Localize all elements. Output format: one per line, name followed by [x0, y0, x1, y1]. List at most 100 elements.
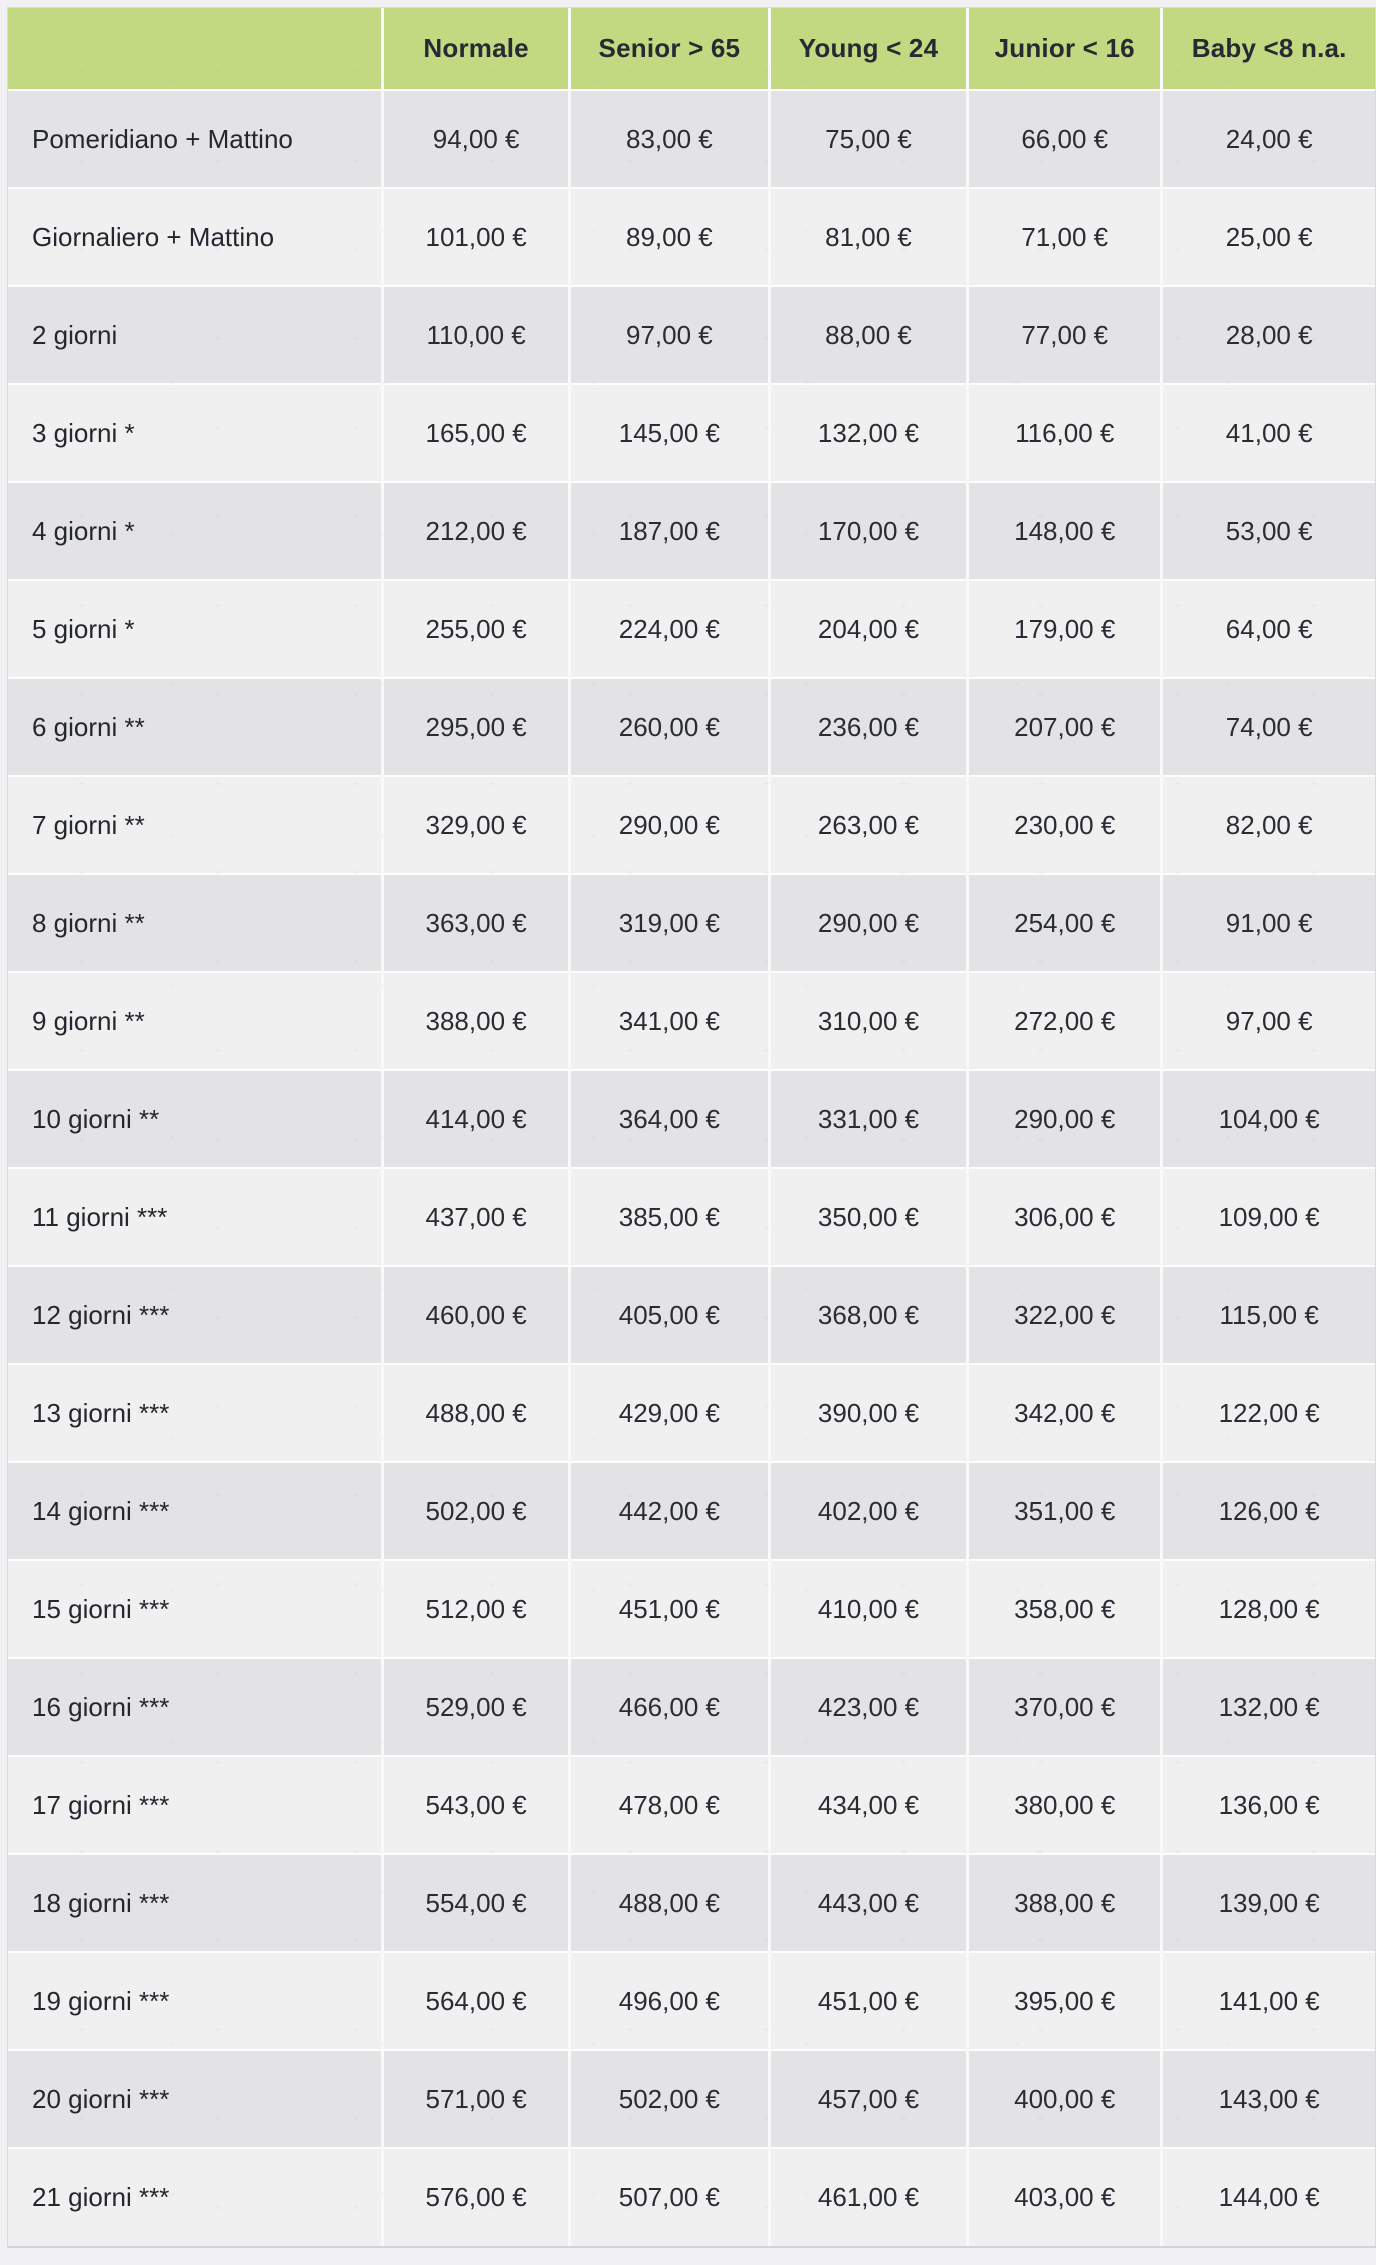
- price-cell: 451,00 €: [567, 1559, 770, 1658]
- table-row: Giornaliero + Mattino 101,00 €89,00 €81,0…: [8, 187, 1375, 286]
- row-label: 14 giorni ***: [8, 1461, 383, 1560]
- price-cell: 236,00 €: [767, 677, 968, 776]
- price-cell: 187,00 €: [567, 481, 770, 580]
- price-cell: 351,00 €: [966, 1461, 1162, 1560]
- price-cell: 88,00 €: [767, 285, 968, 384]
- price-cell: 24,00 €: [1160, 89, 1375, 188]
- price-cell: 368,00 €: [767, 1265, 968, 1364]
- price-cell: 507,00 €: [567, 2147, 770, 2246]
- price-cell: 97,00 €: [1160, 971, 1375, 1070]
- price-cell: 295,00 €: [381, 677, 570, 776]
- price-cell: 290,00 €: [966, 1069, 1162, 1168]
- table-row: 7 giorni ** 329,00 €290,00 €263,00 €230,0…: [8, 775, 1375, 874]
- price-cell: 260,00 €: [567, 677, 770, 776]
- price-cell: 466,00 €: [567, 1657, 770, 1756]
- price-cell: 110,00 €: [381, 285, 570, 384]
- row-label: 18 giorni ***: [8, 1853, 383, 1952]
- price-cell: 141,00 €: [1160, 1951, 1375, 2050]
- price-cell: 144,00 €: [1160, 2147, 1375, 2246]
- table-row: 4 giorni * 212,00 €187,00 €170,00 €148,00…: [8, 481, 1375, 580]
- price-cell: 290,00 €: [767, 873, 968, 972]
- row-label: Giornaliero + Mattino: [8, 187, 383, 286]
- table-row: 12 giorni *** 460,00 €405,00 €368,00 €322…: [8, 1265, 1375, 1364]
- price-cell: 28,00 €: [1160, 285, 1375, 384]
- price-cell: 457,00 €: [767, 2049, 968, 2148]
- price-cell: 128,00 €: [1160, 1559, 1375, 1658]
- price-table: Normale Senior > 65 Young < 24 Junior < 16 B…: [8, 8, 1375, 2246]
- price-cell: 122,00 €: [1160, 1363, 1375, 1462]
- price-cell: 74,00 €: [1160, 677, 1375, 776]
- price-cell: 165,00 €: [381, 383, 570, 482]
- price-cell: 66,00 €: [966, 89, 1162, 188]
- row-label: 17 giorni ***: [8, 1755, 383, 1854]
- price-cell: 564,00 €: [381, 1951, 570, 2050]
- table-row: 5 giorni * 255,00 €224,00 €204,00 €179,00…: [8, 579, 1375, 678]
- price-cell: 116,00 €: [966, 383, 1162, 482]
- price-cell: 502,00 €: [567, 2049, 770, 2148]
- column-header-young: Young < 24: [767, 8, 968, 90]
- price-cell: 148,00 €: [966, 481, 1162, 580]
- price-cell: 82,00 €: [1160, 775, 1375, 874]
- price-cell: 25,00 €: [1160, 187, 1375, 286]
- price-cell: 496,00 €: [567, 1951, 770, 2050]
- price-cell: 109,00 €: [1160, 1167, 1375, 1266]
- price-cell: 442,00 €: [567, 1461, 770, 1560]
- row-label: 10 giorni **: [8, 1069, 383, 1168]
- price-cell: 488,00 €: [381, 1363, 570, 1462]
- column-header-normale: Normale: [381, 8, 570, 90]
- price-cell: 461,00 €: [767, 2147, 968, 2246]
- price-cell: 89,00 €: [567, 187, 770, 286]
- row-label: 20 giorni ***: [8, 2049, 383, 2148]
- price-cell: 71,00 €: [966, 187, 1162, 286]
- price-cell: 512,00 €: [381, 1559, 570, 1658]
- price-cell: 460,00 €: [381, 1265, 570, 1364]
- price-cell: 132,00 €: [767, 383, 968, 482]
- price-cell: 132,00 €: [1160, 1657, 1375, 1756]
- price-cell: 254,00 €: [966, 873, 1162, 972]
- price-cell: 64,00 €: [1160, 579, 1375, 678]
- header-row: Normale Senior > 65 Young < 24 Junior < 16 B…: [8, 8, 1375, 90]
- price-cell: 126,00 €: [1160, 1461, 1375, 1560]
- price-cell: 331,00 €: [767, 1069, 968, 1168]
- row-label: 4 giorni *: [8, 481, 383, 580]
- price-cell: 290,00 €: [567, 775, 770, 874]
- price-cell: 451,00 €: [767, 1951, 968, 2050]
- price-cell: 319,00 €: [567, 873, 770, 972]
- price-cell: 104,00 €: [1160, 1069, 1375, 1168]
- price-cell: 341,00 €: [567, 971, 770, 1070]
- price-cell: 94,00 €: [381, 89, 570, 188]
- row-label: 19 giorni ***: [8, 1951, 383, 2050]
- table-row: Pomeridiano + Mattino 94,00 €83,00 €75,00…: [8, 89, 1375, 188]
- price-cell: 576,00 €: [381, 2147, 570, 2246]
- price-cell: 388,00 €: [966, 1853, 1162, 1952]
- price-cell: 400,00 €: [966, 2049, 1162, 2148]
- price-cell: 370,00 €: [966, 1657, 1162, 1756]
- table-row: 14 giorni *** 502,00 €442,00 €402,00 €351…: [8, 1461, 1375, 1560]
- price-cell: 329,00 €: [381, 775, 570, 874]
- price-cell: 212,00 €: [381, 481, 570, 580]
- row-label: 9 giorni **: [8, 971, 383, 1070]
- price-table-header: Normale Senior > 65 Young < 24 Junior < 16 B…: [8, 8, 1375, 90]
- price-cell: 395,00 €: [966, 1951, 1162, 2050]
- table-row: 8 giorni ** 363,00 €319,00 €290,00 €254,0…: [8, 873, 1375, 972]
- row-label: 21 giorni ***: [8, 2147, 383, 2246]
- price-cell: 488,00 €: [567, 1853, 770, 1952]
- price-cell: 263,00 €: [767, 775, 968, 874]
- row-label: 15 giorni ***: [8, 1559, 383, 1658]
- price-cell: 434,00 €: [767, 1755, 968, 1854]
- price-cell: 364,00 €: [567, 1069, 770, 1168]
- row-label: 16 giorni ***: [8, 1657, 383, 1756]
- table-row: 10 giorni ** 414,00 €364,00 €331,00 €290,…: [8, 1069, 1375, 1168]
- price-cell: 322,00 €: [966, 1265, 1162, 1364]
- price-cell: 306,00 €: [966, 1167, 1162, 1266]
- row-label: 2 giorni: [8, 285, 383, 384]
- price-cell: 101,00 €: [381, 187, 570, 286]
- table-row: 18 giorni *** 554,00 €488,00 €443,00 €388…: [8, 1853, 1375, 1952]
- row-label: 13 giorni ***: [8, 1363, 383, 1462]
- column-header-baby: Baby <8 n.a.: [1160, 8, 1375, 90]
- table-row: 21 giorni *** 576,00 €507,00 €461,00 €403…: [8, 2147, 1375, 2246]
- price-cell: 97,00 €: [567, 285, 770, 384]
- price-cell: 139,00 €: [1160, 1853, 1375, 1952]
- price-cell: 83,00 €: [567, 89, 770, 188]
- table-row: 11 giorni *** 437,00 €385,00 €350,00 €306…: [8, 1167, 1375, 1266]
